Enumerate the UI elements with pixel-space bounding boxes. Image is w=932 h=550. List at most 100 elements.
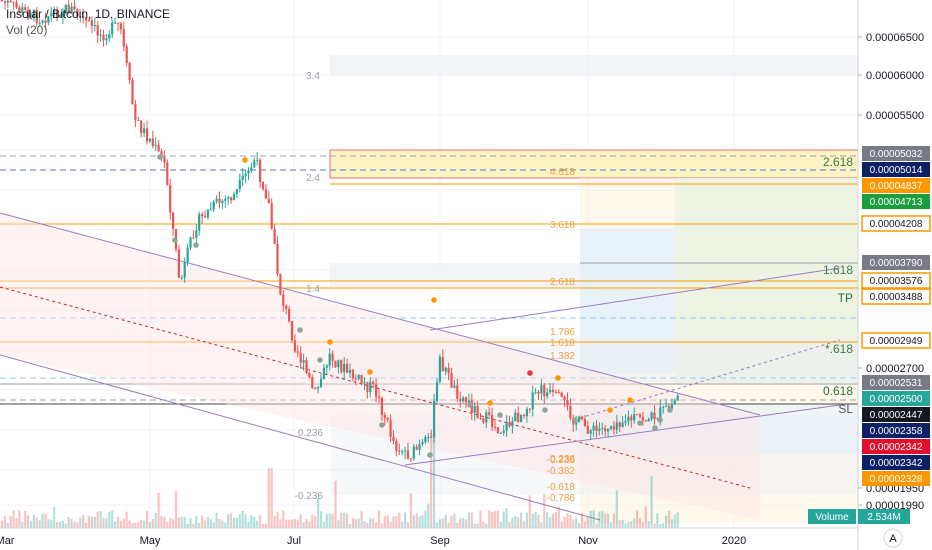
candle-body [317, 386, 320, 389]
volume-bar [50, 520, 53, 528]
volume-bar [44, 513, 47, 528]
volume-badge-label-bg [808, 509, 856, 524]
volume-bar [119, 520, 122, 528]
candle-body [404, 450, 407, 452]
candle-body [102, 34, 105, 41]
candle-body [238, 179, 241, 190]
fib-label-right-1: 3.618 [550, 220, 575, 231]
x-tick-label-2: Jul [287, 535, 301, 547]
candle-body [235, 189, 238, 195]
volume-bar [444, 514, 447, 528]
volume-bar [288, 519, 291, 528]
volume-bar [305, 518, 308, 528]
candle-body [148, 138, 151, 142]
volume-bar [601, 511, 604, 528]
price-tag-bg-5 [862, 255, 930, 270]
price-tag-bg-14 [862, 455, 930, 470]
volume-bar [212, 522, 215, 528]
signal-dot-4 [317, 357, 323, 363]
volume-bar [337, 520, 340, 528]
candle-body [172, 212, 175, 229]
candle-body [276, 243, 279, 274]
auto-scale-button-label[interactable]: A [889, 533, 897, 545]
volume-bar [389, 522, 392, 528]
zone-0-618 [330, 338, 858, 382]
fib-label-right-9: -0.618 [547, 482, 576, 493]
volume-bar [41, 513, 44, 528]
volume-bar [261, 523, 265, 528]
candle-body [302, 360, 305, 363]
candle-body [125, 46, 128, 63]
candle-body [230, 197, 233, 201]
volume-bar [276, 511, 279, 528]
candle-body [360, 374, 363, 384]
signal-dot-12 [657, 417, 663, 423]
volume-bar [633, 518, 636, 528]
price-tag-7: 0.00003488 [861, 288, 931, 305]
candle-body [522, 414, 526, 417]
volume-bar [343, 512, 346, 528]
candle-body [169, 184, 172, 213]
volume-bar [531, 513, 534, 528]
volume-bar [145, 510, 149, 528]
volume-bar [641, 522, 644, 528]
x-tick-label-1: May [140, 535, 161, 547]
candle-body [87, 20, 91, 22]
candle-body [615, 422, 618, 430]
candle-body [198, 214, 201, 231]
volume-bars [0, 433, 679, 528]
candle-body [21, 7, 24, 13]
volume-bar [93, 517, 96, 528]
volume-bar [334, 480, 337, 528]
volume-bar [366, 523, 369, 528]
signal-dot-13 [667, 407, 673, 413]
volume-bar [575, 517, 578, 528]
fib-label-left-1: 2.4 [306, 173, 320, 184]
volume-bar [273, 516, 276, 528]
volume-bar [160, 516, 163, 528]
line-label-5: SL [838, 402, 853, 416]
price-candles [0, 0, 679, 463]
candle-body [560, 392, 563, 397]
volume-bar [76, 522, 79, 528]
volume-bar [215, 512, 218, 528]
candle-body [369, 381, 372, 393]
candle-body [406, 450, 410, 459]
fib-label-right-4: 1.618 [550, 338, 575, 349]
fib-zones [0, 55, 859, 523]
volume-bar [270, 468, 273, 528]
candle-body [537, 391, 540, 394]
fib-label-right-0: 4.618 [550, 167, 575, 178]
candle-body [366, 382, 369, 393]
volume-bar [470, 512, 473, 528]
volume-bar [85, 522, 88, 528]
volume-bar [404, 512, 407, 528]
auto-scale-button[interactable] [883, 528, 903, 548]
volume-bar [285, 519, 288, 528]
candle-body [177, 249, 180, 278]
volume-bar [511, 517, 514, 528]
price-tag-5: 0.00003790 [862, 255, 930, 270]
candle-body [128, 62, 131, 80]
candle-body [163, 156, 166, 163]
volume-bar [169, 517, 172, 528]
volume-bar [493, 510, 497, 528]
volume-bar [259, 515, 262, 528]
candle-body [563, 396, 566, 400]
y-tick-label-2: 0.00005500 [866, 110, 924, 122]
candle-body [325, 365, 328, 368]
candle-body [528, 408, 531, 410]
candle-body [575, 421, 578, 425]
candle-body [32, 9, 35, 19]
signal-dot-6 [427, 452, 433, 458]
zone-2-4 [329, 149, 859, 179]
volume-bar [557, 506, 560, 528]
candle-body [134, 104, 137, 120]
candle-body [154, 144, 157, 146]
volume-bar [174, 490, 178, 528]
volume-bar [58, 521, 62, 528]
volume-bar [572, 519, 575, 528]
volume-bar [201, 515, 204, 528]
volume-bar [282, 510, 285, 528]
